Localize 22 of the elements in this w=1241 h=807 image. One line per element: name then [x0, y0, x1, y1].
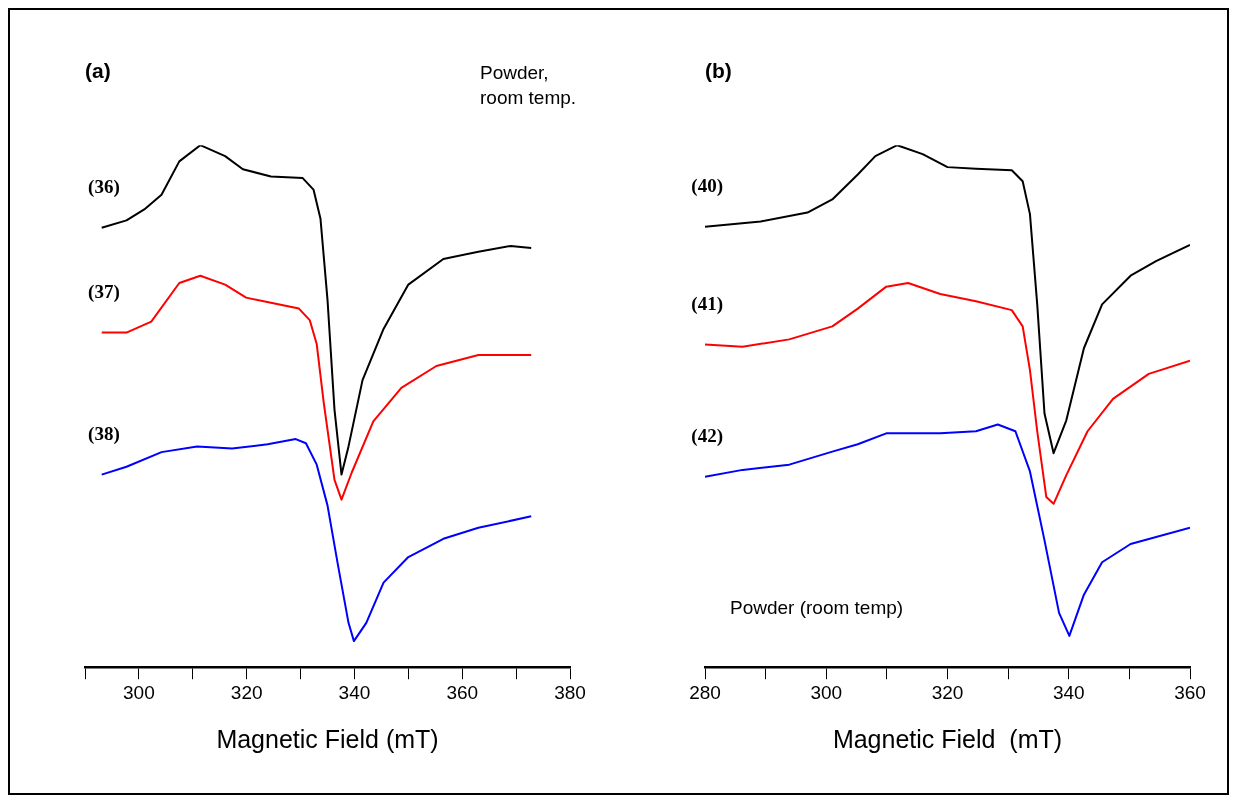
series-label: (37): [88, 281, 120, 303]
chart-title: (b): [705, 59, 732, 83]
x-tick-label: 380: [554, 681, 586, 703]
text: Powder, room temp.: [480, 61, 578, 110]
x-tick-label: 340: [338, 681, 371, 703]
series-label: (36): [88, 176, 120, 199]
annotation: Powder (room temp): [730, 596, 905, 620]
series-label: (41): [691, 293, 723, 316]
series-label: (42): [691, 425, 723, 448]
x-tick-label: 320: [230, 681, 263, 703]
x-axis-title: Magnetic Field (mT): [216, 724, 439, 753]
x-axis-title: Magnetic Field (mT): [832, 724, 1063, 753]
x-tick-label: 300: [810, 681, 843, 703]
x-tick-label: 360: [1174, 681, 1206, 703]
x-tick-label: 300: [123, 681, 155, 703]
x-tick-label: 340: [1052, 681, 1085, 703]
series-label: (38): [88, 422, 120, 445]
x-tick-label: 360: [446, 681, 479, 703]
x-tick-label: 280: [689, 681, 721, 703]
x-tick-label: 320: [931, 681, 964, 703]
chart-title: (a): [85, 59, 111, 83]
series-label: (40): [691, 175, 723, 198]
